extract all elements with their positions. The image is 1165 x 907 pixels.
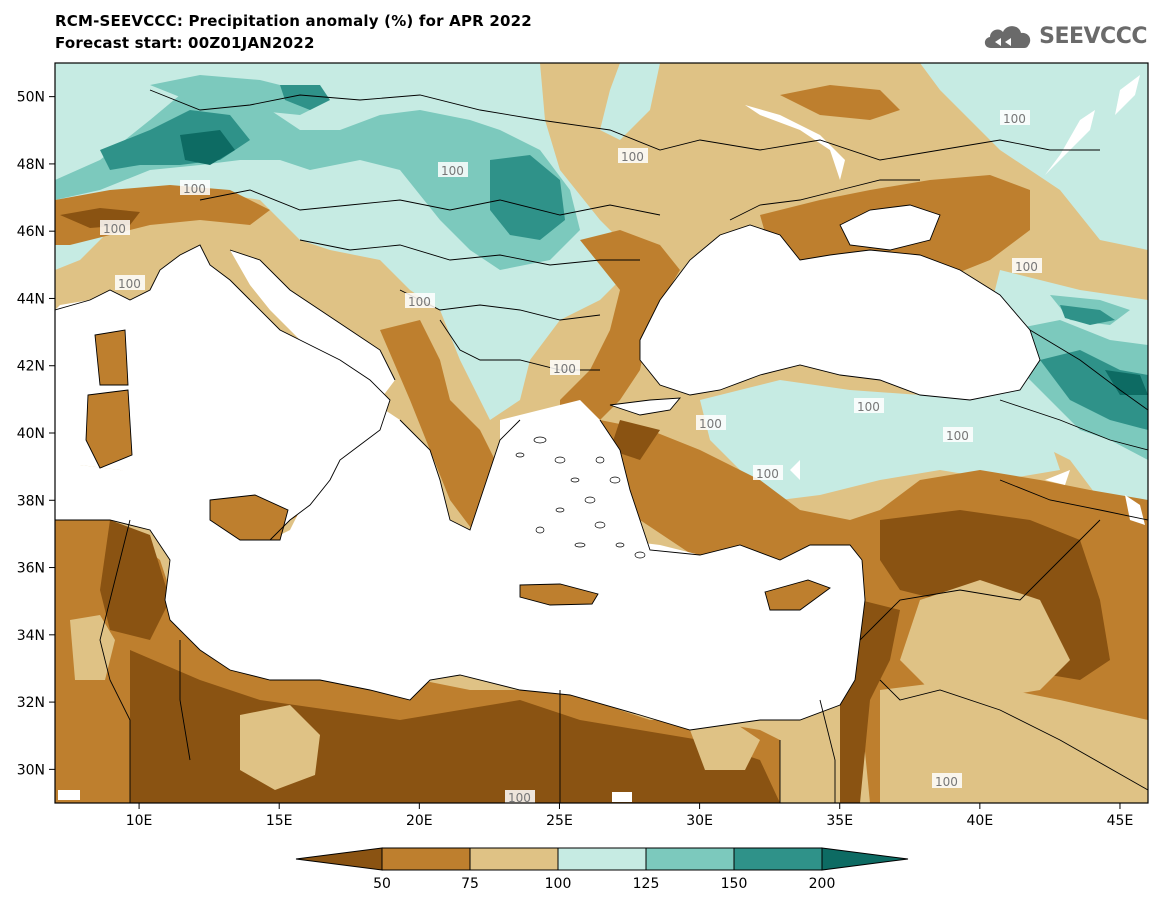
aegean-islands <box>515 436 646 559</box>
borders <box>55 89 1148 803</box>
legend-swatch <box>733 847 823 871</box>
lat-tick-label: 36N <box>17 561 45 577</box>
lat-tick-label: 50N <box>17 90 45 106</box>
field-above-200 <box>180 130 1148 395</box>
legend-swatch <box>645 847 735 871</box>
legend-label: 200 <box>809 876 836 892</box>
map-title: RCM-SEEVCCC: Precipitation anomaly (%) f… <box>55 12 532 30</box>
contour-label: 100 <box>857 400 880 414</box>
legend-label: 125 <box>633 876 660 892</box>
lat-tick-label: 46N <box>17 224 45 240</box>
sea-mask <box>55 75 1145 802</box>
contour-label: 100 <box>118 277 141 291</box>
contour-label: 100 <box>756 467 779 481</box>
lat-tick-label: 48N <box>17 157 45 173</box>
legend-swatch <box>469 847 559 871</box>
lat-tick-label: 32N <box>17 695 45 711</box>
contour-label: 100 <box>508 791 531 805</box>
legend-label: 100 <box>545 876 572 892</box>
legend-swatch <box>381 847 471 871</box>
contour-label: 100 <box>408 295 431 309</box>
legend-label: 75 <box>461 876 479 892</box>
forecast-start-label: Forecast start: 00Z01JAN2022 <box>55 34 315 52</box>
contour-label: 100 <box>1015 260 1038 274</box>
contour-label: 100 <box>699 417 722 431</box>
contour-label: 100 <box>441 164 464 178</box>
lat-tick-label: 40N <box>17 426 45 442</box>
lon-tick-label: 40E <box>967 813 994 829</box>
contour-label: 100 <box>1003 112 1026 126</box>
legend-swatch-above <box>821 847 909 871</box>
legend-label: 50 <box>373 876 391 892</box>
logo-text: SEEVCCC <box>1039 23 1147 49</box>
lat-tick-label: 38N <box>17 493 45 509</box>
contour-label: 100 <box>103 222 126 236</box>
lon-tick-label: 10E <box>126 813 153 829</box>
lon-tick-label: 20E <box>406 813 433 829</box>
colorbar-legend: 50 75 100 125 150 200 <box>295 847 909 892</box>
latitude-axis: 30N 32N 34N 36N 38N 40N 42N 44N 46N 48N 50N <box>17 90 55 778</box>
lat-tick-label: 42N <box>17 359 45 375</box>
anomaly-field <box>55 63 1148 803</box>
lon-tick-label: 35E <box>826 813 853 829</box>
seevccc-logo: SEEVCCC <box>981 20 1147 52</box>
contour-label: 100 <box>621 150 644 164</box>
legend-swatch-below <box>295 847 383 871</box>
contour-labels: 100 100 100 100 100 100 100 100 100 100 … <box>100 110 1042 805</box>
field-inner-light <box>70 580 1148 803</box>
contour-label: 100 <box>553 362 576 376</box>
legend-label: 150 <box>721 876 748 892</box>
longitude-axis: 10E 15E 20E 25E 30E 35E 40E 45E <box>126 803 1134 829</box>
lon-tick-label: 45E <box>1107 813 1134 829</box>
lon-tick-label: 15E <box>266 813 293 829</box>
cloud-icon <box>984 26 1031 48</box>
lat-tick-label: 30N <box>17 762 45 778</box>
lat-tick-label: 44N <box>17 291 45 307</box>
contour-label: 100 <box>935 775 958 789</box>
contour-label: 100 <box>183 182 206 196</box>
legend-swatch <box>557 847 647 871</box>
lon-tick-label: 25E <box>546 813 573 829</box>
lat-tick-label: 34N <box>17 628 45 644</box>
contour-label: 100 <box>946 429 969 443</box>
lon-tick-label: 30E <box>686 813 713 829</box>
